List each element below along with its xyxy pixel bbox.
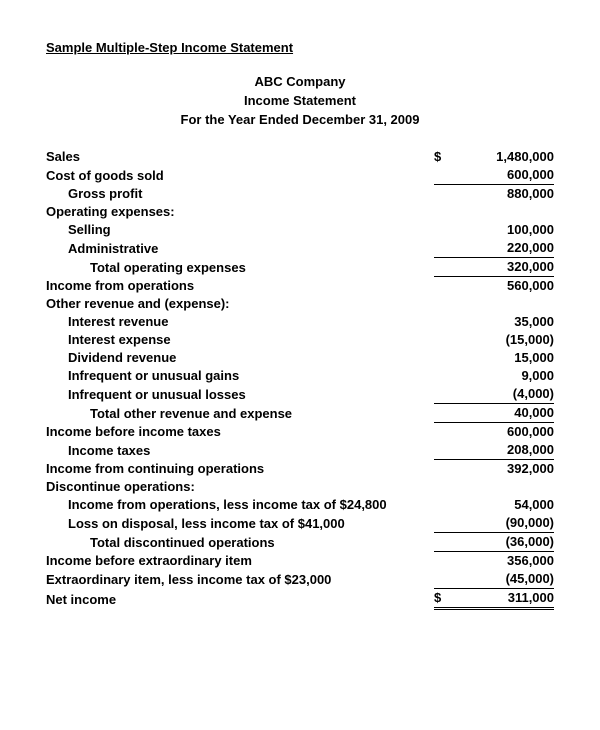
row-disc-header: Discontinue operations: [46, 478, 554, 496]
label-unusual-gain: Infrequent or unusual gains [46, 367, 434, 385]
row-opex-header: Operating expenses: [46, 203, 554, 221]
amount-op-income: 560,000 [462, 276, 554, 295]
amount-int-exp: (15,000) [462, 331, 554, 349]
statement-header: ABC Company Income Statement For the Yea… [46, 73, 554, 130]
row-pretax: Income before income taxes 600,000 [46, 422, 554, 441]
row-disc-income: Income from operations, less income tax … [46, 496, 554, 514]
label-tax: Income taxes [46, 441, 434, 460]
amount-int-rev: 35,000 [462, 313, 554, 331]
label-int-exp: Interest expense [46, 331, 434, 349]
amount-total-other: 40,000 [462, 403, 554, 422]
row-op-income: Income from operations 560,000 [46, 276, 554, 295]
label-extra: Extraordinary item, less income tax of $… [46, 570, 434, 589]
row-cont-ops: Income from continuing operations 392,00… [46, 459, 554, 478]
amount-total-disc: (36,000) [462, 532, 554, 551]
row-total-other: Total other revenue and expense 40,000 [46, 403, 554, 422]
row-total-disc: Total discontinued operations (36,000) [46, 532, 554, 551]
row-admin: Administrative 220,000 [46, 239, 554, 258]
row-tax: Income taxes 208,000 [46, 441, 554, 460]
row-div-rev: Dividend revenue 15,000 [46, 349, 554, 367]
row-cogs: Cost of goods sold 600,000 [46, 166, 554, 185]
label-opex-header: Operating expenses: [46, 203, 434, 221]
currency-symbol: $ [434, 148, 462, 166]
amount-cogs: 600,000 [462, 166, 554, 185]
label-div-rev: Dividend revenue [46, 349, 434, 367]
label-disc-income: Income from operations, less income tax … [46, 496, 434, 514]
label-before-extra: Income before extraordinary item [46, 551, 434, 570]
company-name: ABC Company [46, 73, 554, 92]
label-other-header: Other revenue and (expense): [46, 295, 434, 313]
amount-unusual-loss: (4,000) [462, 385, 554, 404]
amount-unusual-gain: 9,000 [462, 367, 554, 385]
amount-tax: 208,000 [462, 441, 554, 460]
amount-total-opex: 320,000 [462, 257, 554, 276]
row-int-exp: Interest expense (15,000) [46, 331, 554, 349]
label-net: Net income [46, 588, 434, 608]
label-cogs: Cost of goods sold [46, 166, 434, 185]
label-disc-header: Discontinue operations: [46, 478, 434, 496]
amount-net: 311,000 [462, 588, 554, 608]
amount-disc-loss: (90,000) [462, 514, 554, 533]
row-disc-loss: Loss on disposal, less income tax of $41… [46, 514, 554, 533]
row-total-opex: Total operating expenses 320,000 [46, 257, 554, 276]
row-gross-profit: Gross profit 880,000 [46, 184, 554, 203]
amount-div-rev: 15,000 [462, 349, 554, 367]
label-selling: Selling [46, 221, 434, 239]
label-disc-loss: Loss on disposal, less income tax of $41… [46, 514, 434, 533]
amount-gross-profit: 880,000 [462, 184, 554, 203]
amount-pretax: 600,000 [462, 422, 554, 441]
label-total-disc: Total discontinued operations [46, 532, 434, 551]
row-sales: Sales $ 1,480,000 [46, 148, 554, 166]
row-int-rev: Interest revenue 35,000 [46, 313, 554, 331]
amount-admin: 220,000 [462, 239, 554, 258]
label-unusual-loss: Infrequent or unusual losses [46, 385, 434, 404]
amount-sales: 1,480,000 [462, 148, 554, 166]
currency-symbol-net: $ [434, 588, 462, 608]
amount-cont-ops: 392,000 [462, 459, 554, 478]
label-pretax: Income before income taxes [46, 422, 434, 441]
label-int-rev: Interest revenue [46, 313, 434, 331]
row-selling: Selling 100,000 [46, 221, 554, 239]
label-gross-profit: Gross profit [46, 184, 434, 203]
amount-disc-income: 54,000 [462, 496, 554, 514]
label-total-other: Total other revenue and expense [46, 403, 434, 422]
income-statement-page: Sample Multiple-Step Income Statement AB… [0, 0, 600, 650]
row-before-extra: Income before extraordinary item 356,000 [46, 551, 554, 570]
amount-extra: (45,000) [462, 570, 554, 589]
label-cont-ops: Income from continuing operations [46, 459, 434, 478]
statement-period: For the Year Ended December 31, 2009 [46, 111, 554, 130]
row-net-income: Net income $ 311,000 [46, 588, 554, 608]
amount-selling: 100,000 [462, 221, 554, 239]
income-statement-table: Sales $ 1,480,000 Cost of goods sold 600… [46, 148, 554, 610]
document-title: Sample Multiple-Step Income Statement [46, 40, 554, 55]
label-total-opex: Total operating expenses [46, 257, 434, 276]
amount-before-extra: 356,000 [462, 551, 554, 570]
row-unusual-loss: Infrequent or unusual losses (4,000) [46, 385, 554, 404]
label-admin: Administrative [46, 239, 434, 258]
label-op-income: Income from operations [46, 276, 434, 295]
row-unusual-gain: Infrequent or unusual gains 9,000 [46, 367, 554, 385]
statement-name: Income Statement [46, 92, 554, 111]
label-sales: Sales [46, 148, 434, 166]
row-extra: Extraordinary item, less income tax of $… [46, 570, 554, 589]
row-other-header: Other revenue and (expense): [46, 295, 554, 313]
